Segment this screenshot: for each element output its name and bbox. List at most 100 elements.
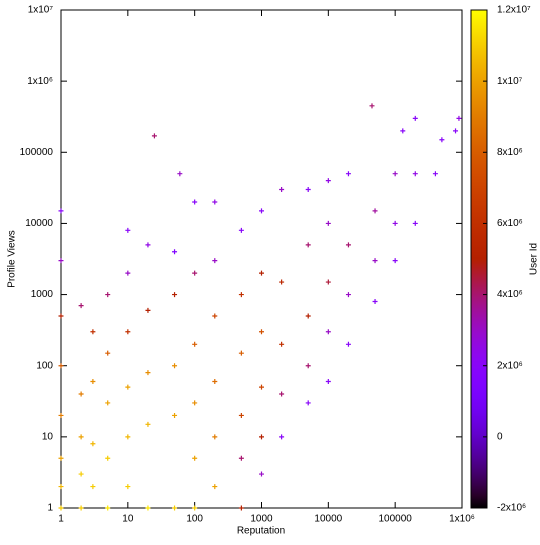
point bbox=[325, 279, 331, 285]
point bbox=[58, 363, 64, 369]
point bbox=[412, 220, 418, 226]
x-tick-label: 1x10⁶ bbox=[449, 514, 475, 525]
point bbox=[151, 133, 157, 139]
point bbox=[238, 292, 244, 298]
point bbox=[172, 292, 178, 298]
point bbox=[192, 270, 198, 276]
colorbar-tick-label: -2x10⁶ bbox=[497, 503, 526, 514]
point bbox=[192, 455, 198, 461]
point bbox=[345, 292, 351, 298]
plot-frame bbox=[60, 9, 463, 509]
point bbox=[453, 128, 459, 134]
point bbox=[412, 171, 418, 177]
y-tick-label: 1x10⁷ bbox=[28, 5, 54, 16]
colorbar bbox=[470, 9, 488, 509]
point bbox=[279, 186, 285, 192]
y-tick-label: 100 bbox=[36, 360, 53, 371]
point bbox=[125, 227, 131, 233]
point bbox=[259, 329, 264, 335]
point bbox=[392, 220, 398, 226]
point bbox=[125, 484, 131, 490]
point bbox=[58, 313, 64, 319]
point bbox=[125, 270, 131, 276]
colorbar-tick-label: 2x10⁶ bbox=[497, 360, 523, 371]
colorbar-tick-label: 4x10⁶ bbox=[497, 289, 523, 300]
point bbox=[432, 171, 438, 177]
point bbox=[145, 242, 151, 248]
point bbox=[372, 298, 378, 304]
point bbox=[259, 434, 264, 440]
point bbox=[58, 484, 64, 490]
point bbox=[145, 505, 151, 511]
point bbox=[305, 400, 311, 406]
point bbox=[90, 484, 96, 490]
point bbox=[58, 208, 64, 214]
point bbox=[456, 115, 462, 121]
point bbox=[145, 307, 151, 313]
point bbox=[238, 505, 244, 511]
x-tick-label: 100 bbox=[186, 514, 203, 525]
point bbox=[125, 384, 131, 390]
point bbox=[78, 303, 84, 309]
point bbox=[305, 242, 311, 248]
point bbox=[212, 258, 218, 264]
point bbox=[105, 455, 111, 461]
colorbar-tick-label: 8x10⁶ bbox=[497, 147, 523, 158]
point bbox=[172, 249, 178, 255]
x-tick-label: 10 bbox=[122, 514, 134, 525]
point bbox=[279, 341, 285, 347]
point bbox=[238, 455, 244, 461]
point bbox=[172, 505, 178, 511]
point bbox=[345, 341, 351, 347]
point bbox=[78, 505, 84, 511]
point bbox=[212, 484, 218, 490]
point bbox=[392, 171, 398, 177]
point bbox=[90, 441, 96, 447]
point bbox=[325, 329, 331, 335]
point bbox=[172, 363, 178, 369]
colorbar-tick-label: 1x10⁷ bbox=[497, 76, 523, 87]
point bbox=[212, 313, 218, 319]
point bbox=[345, 171, 351, 177]
point bbox=[212, 378, 218, 384]
point bbox=[259, 471, 264, 477]
point bbox=[325, 220, 331, 226]
point bbox=[78, 434, 84, 440]
point bbox=[78, 391, 84, 397]
point bbox=[177, 171, 183, 177]
point bbox=[105, 350, 111, 356]
colorbar-label: User Id bbox=[529, 243, 540, 275]
point bbox=[58, 412, 64, 418]
point bbox=[305, 363, 311, 369]
point bbox=[345, 242, 351, 248]
point bbox=[212, 199, 218, 205]
point bbox=[192, 199, 198, 205]
point bbox=[145, 421, 151, 427]
point bbox=[90, 378, 96, 384]
point bbox=[78, 471, 84, 477]
point bbox=[259, 384, 264, 390]
point bbox=[279, 279, 285, 285]
point bbox=[325, 178, 331, 184]
x-tick-label: 1 bbox=[58, 514, 64, 525]
point bbox=[279, 391, 285, 397]
y-tick-label: 10000 bbox=[25, 218, 53, 229]
point bbox=[325, 378, 331, 384]
y-tick-label: 10 bbox=[42, 431, 54, 442]
point bbox=[58, 505, 64, 511]
point bbox=[305, 313, 311, 319]
point bbox=[192, 341, 198, 347]
point bbox=[172, 412, 178, 418]
point bbox=[369, 103, 375, 109]
point bbox=[259, 208, 264, 214]
point bbox=[192, 400, 198, 406]
point bbox=[439, 137, 445, 143]
x-tick-label: 10000 bbox=[314, 514, 342, 525]
colorbar-tick-label: 0 bbox=[497, 431, 503, 442]
colorbar-tick-label: 1.2x10⁷ bbox=[497, 5, 531, 16]
colorbar-tick-label: 6x10⁶ bbox=[497, 218, 523, 229]
y-tick-label: 100000 bbox=[20, 147, 54, 158]
point bbox=[400, 128, 406, 134]
